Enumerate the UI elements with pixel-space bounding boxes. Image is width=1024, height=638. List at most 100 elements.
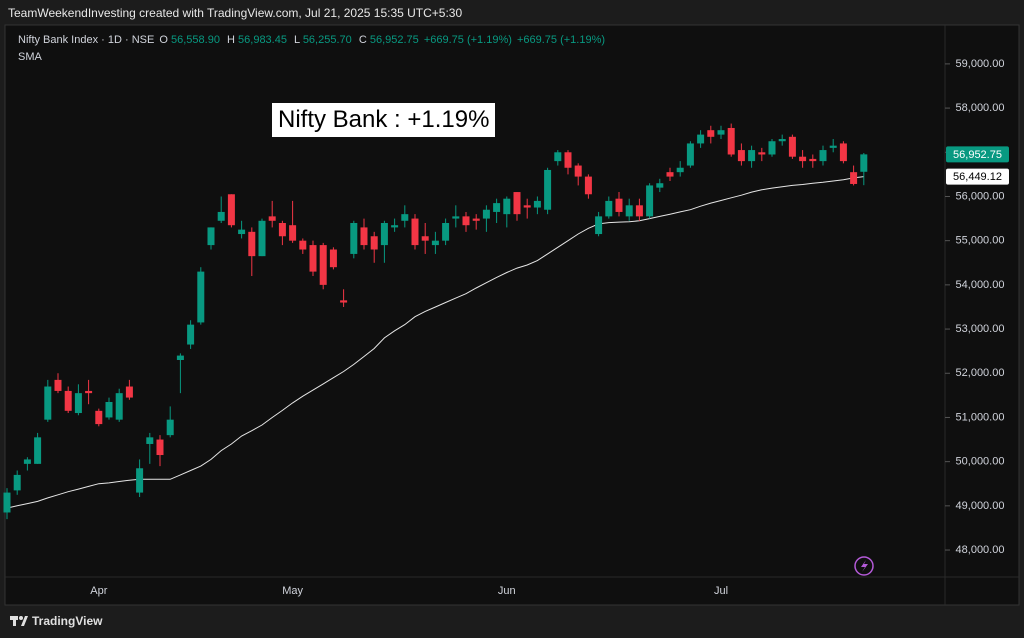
y-tick-label: 50,000.00 xyxy=(956,456,1005,468)
legend: Nifty Bank Index · 1D · NSE O 56,558.90 … xyxy=(18,34,607,46)
candle-body xyxy=(799,156,807,162)
candle-body xyxy=(839,143,847,162)
candle-body xyxy=(217,211,225,221)
candle-body xyxy=(758,152,766,155)
candle-body xyxy=(207,227,215,246)
candle-body xyxy=(707,130,715,137)
candle-body xyxy=(227,194,235,226)
price-tag-label: 56,449.12 xyxy=(953,171,1002,183)
candle-body xyxy=(44,386,52,420)
candle-body xyxy=(85,390,93,394)
candle-body xyxy=(23,459,31,464)
candle-body xyxy=(819,150,827,162)
candle-body xyxy=(146,437,154,444)
candle-body xyxy=(615,198,623,212)
candle-body xyxy=(401,214,409,221)
candle-body xyxy=(442,222,450,241)
footer: TradingView xyxy=(32,614,103,628)
candle-body xyxy=(156,439,164,456)
candle-body xyxy=(105,401,113,418)
candle-body xyxy=(197,271,205,323)
candle-body xyxy=(482,209,490,219)
x-tick-label: Apr xyxy=(90,585,107,597)
candle-body xyxy=(697,134,705,144)
candle-body xyxy=(717,130,725,135)
candle-body xyxy=(350,222,358,254)
candle-body xyxy=(278,222,286,237)
candle-body xyxy=(125,386,133,398)
alert-icon[interactable] xyxy=(854,556,874,576)
candle-body xyxy=(187,324,195,345)
candle-body xyxy=(595,216,603,235)
candle-body xyxy=(309,245,317,272)
sma-legend: SMA xyxy=(18,51,42,63)
candle-body xyxy=(95,410,103,425)
annotation: Nifty Bank : +1.19% xyxy=(272,103,496,137)
candle-body xyxy=(605,200,613,217)
alert-icon-bolt xyxy=(861,560,868,572)
candle-body xyxy=(258,220,266,257)
candle-body xyxy=(115,393,123,420)
y-tick-label: 54,000.00 xyxy=(956,279,1005,291)
candle-body xyxy=(584,176,592,195)
candle-body xyxy=(370,236,378,250)
price-tag-label: 56,952.75 xyxy=(953,149,1002,161)
candle-body xyxy=(768,141,776,155)
candle-body xyxy=(360,227,368,246)
y-tick-label: 51,000.00 xyxy=(956,411,1005,423)
candle-body xyxy=(421,236,429,241)
candle-body xyxy=(676,167,684,173)
candle-body xyxy=(829,145,837,148)
candle-body xyxy=(248,231,256,257)
candle-body xyxy=(564,152,572,168)
candle-body xyxy=(166,419,174,436)
legend-key: H xyxy=(227,34,235,46)
candle-body xyxy=(646,185,654,217)
candle-body xyxy=(329,249,337,268)
candle-body xyxy=(809,158,817,162)
candle-body xyxy=(74,393,82,414)
price-tag xyxy=(946,168,1009,185)
tv-logo xyxy=(10,616,28,626)
legend-key: L xyxy=(294,34,300,46)
candle-body xyxy=(431,240,439,246)
candle-body xyxy=(411,218,419,246)
y-tick-label: 58,000.00 xyxy=(956,102,1005,114)
legend-key: O xyxy=(159,34,168,46)
legend-value: 56,983.45 xyxy=(238,34,287,46)
candle-body xyxy=(299,240,307,250)
candle-body xyxy=(544,169,552,210)
y-tick-label: 52,000.00 xyxy=(956,367,1005,379)
legend-value: 56,255.70 xyxy=(302,34,352,46)
candle-body xyxy=(238,229,246,235)
candle-body xyxy=(666,172,674,177)
legend-key: C xyxy=(358,34,367,46)
candle-body xyxy=(472,218,480,221)
candle-body xyxy=(3,492,11,513)
candle-body xyxy=(319,245,327,285)
candle-body xyxy=(554,152,562,162)
y-tick-label: 55,000.00 xyxy=(956,235,1005,247)
candle-body xyxy=(462,216,470,226)
y-tick-label: 48,000.00 xyxy=(956,544,1005,556)
candle-body xyxy=(340,300,348,303)
candle-body xyxy=(452,216,460,219)
candle-body xyxy=(380,222,388,246)
candle-body xyxy=(503,198,511,215)
candle-body xyxy=(686,143,694,166)
candle-body xyxy=(493,203,501,212)
candle-body xyxy=(656,183,664,188)
candle-body xyxy=(34,437,42,464)
candle-body xyxy=(860,154,868,172)
candle-body xyxy=(737,150,745,162)
y-tick-label: 53,000.00 xyxy=(956,323,1005,335)
header: TeamWeekendInvesting created with Tradin… xyxy=(8,6,463,20)
candle-body xyxy=(523,205,531,208)
candle-body xyxy=(54,379,62,391)
candle-body xyxy=(625,205,633,217)
candle-body xyxy=(788,136,796,157)
candle-body xyxy=(778,139,786,142)
legend-title: Nifty Bank Index · 1D · NSE xyxy=(18,34,155,46)
